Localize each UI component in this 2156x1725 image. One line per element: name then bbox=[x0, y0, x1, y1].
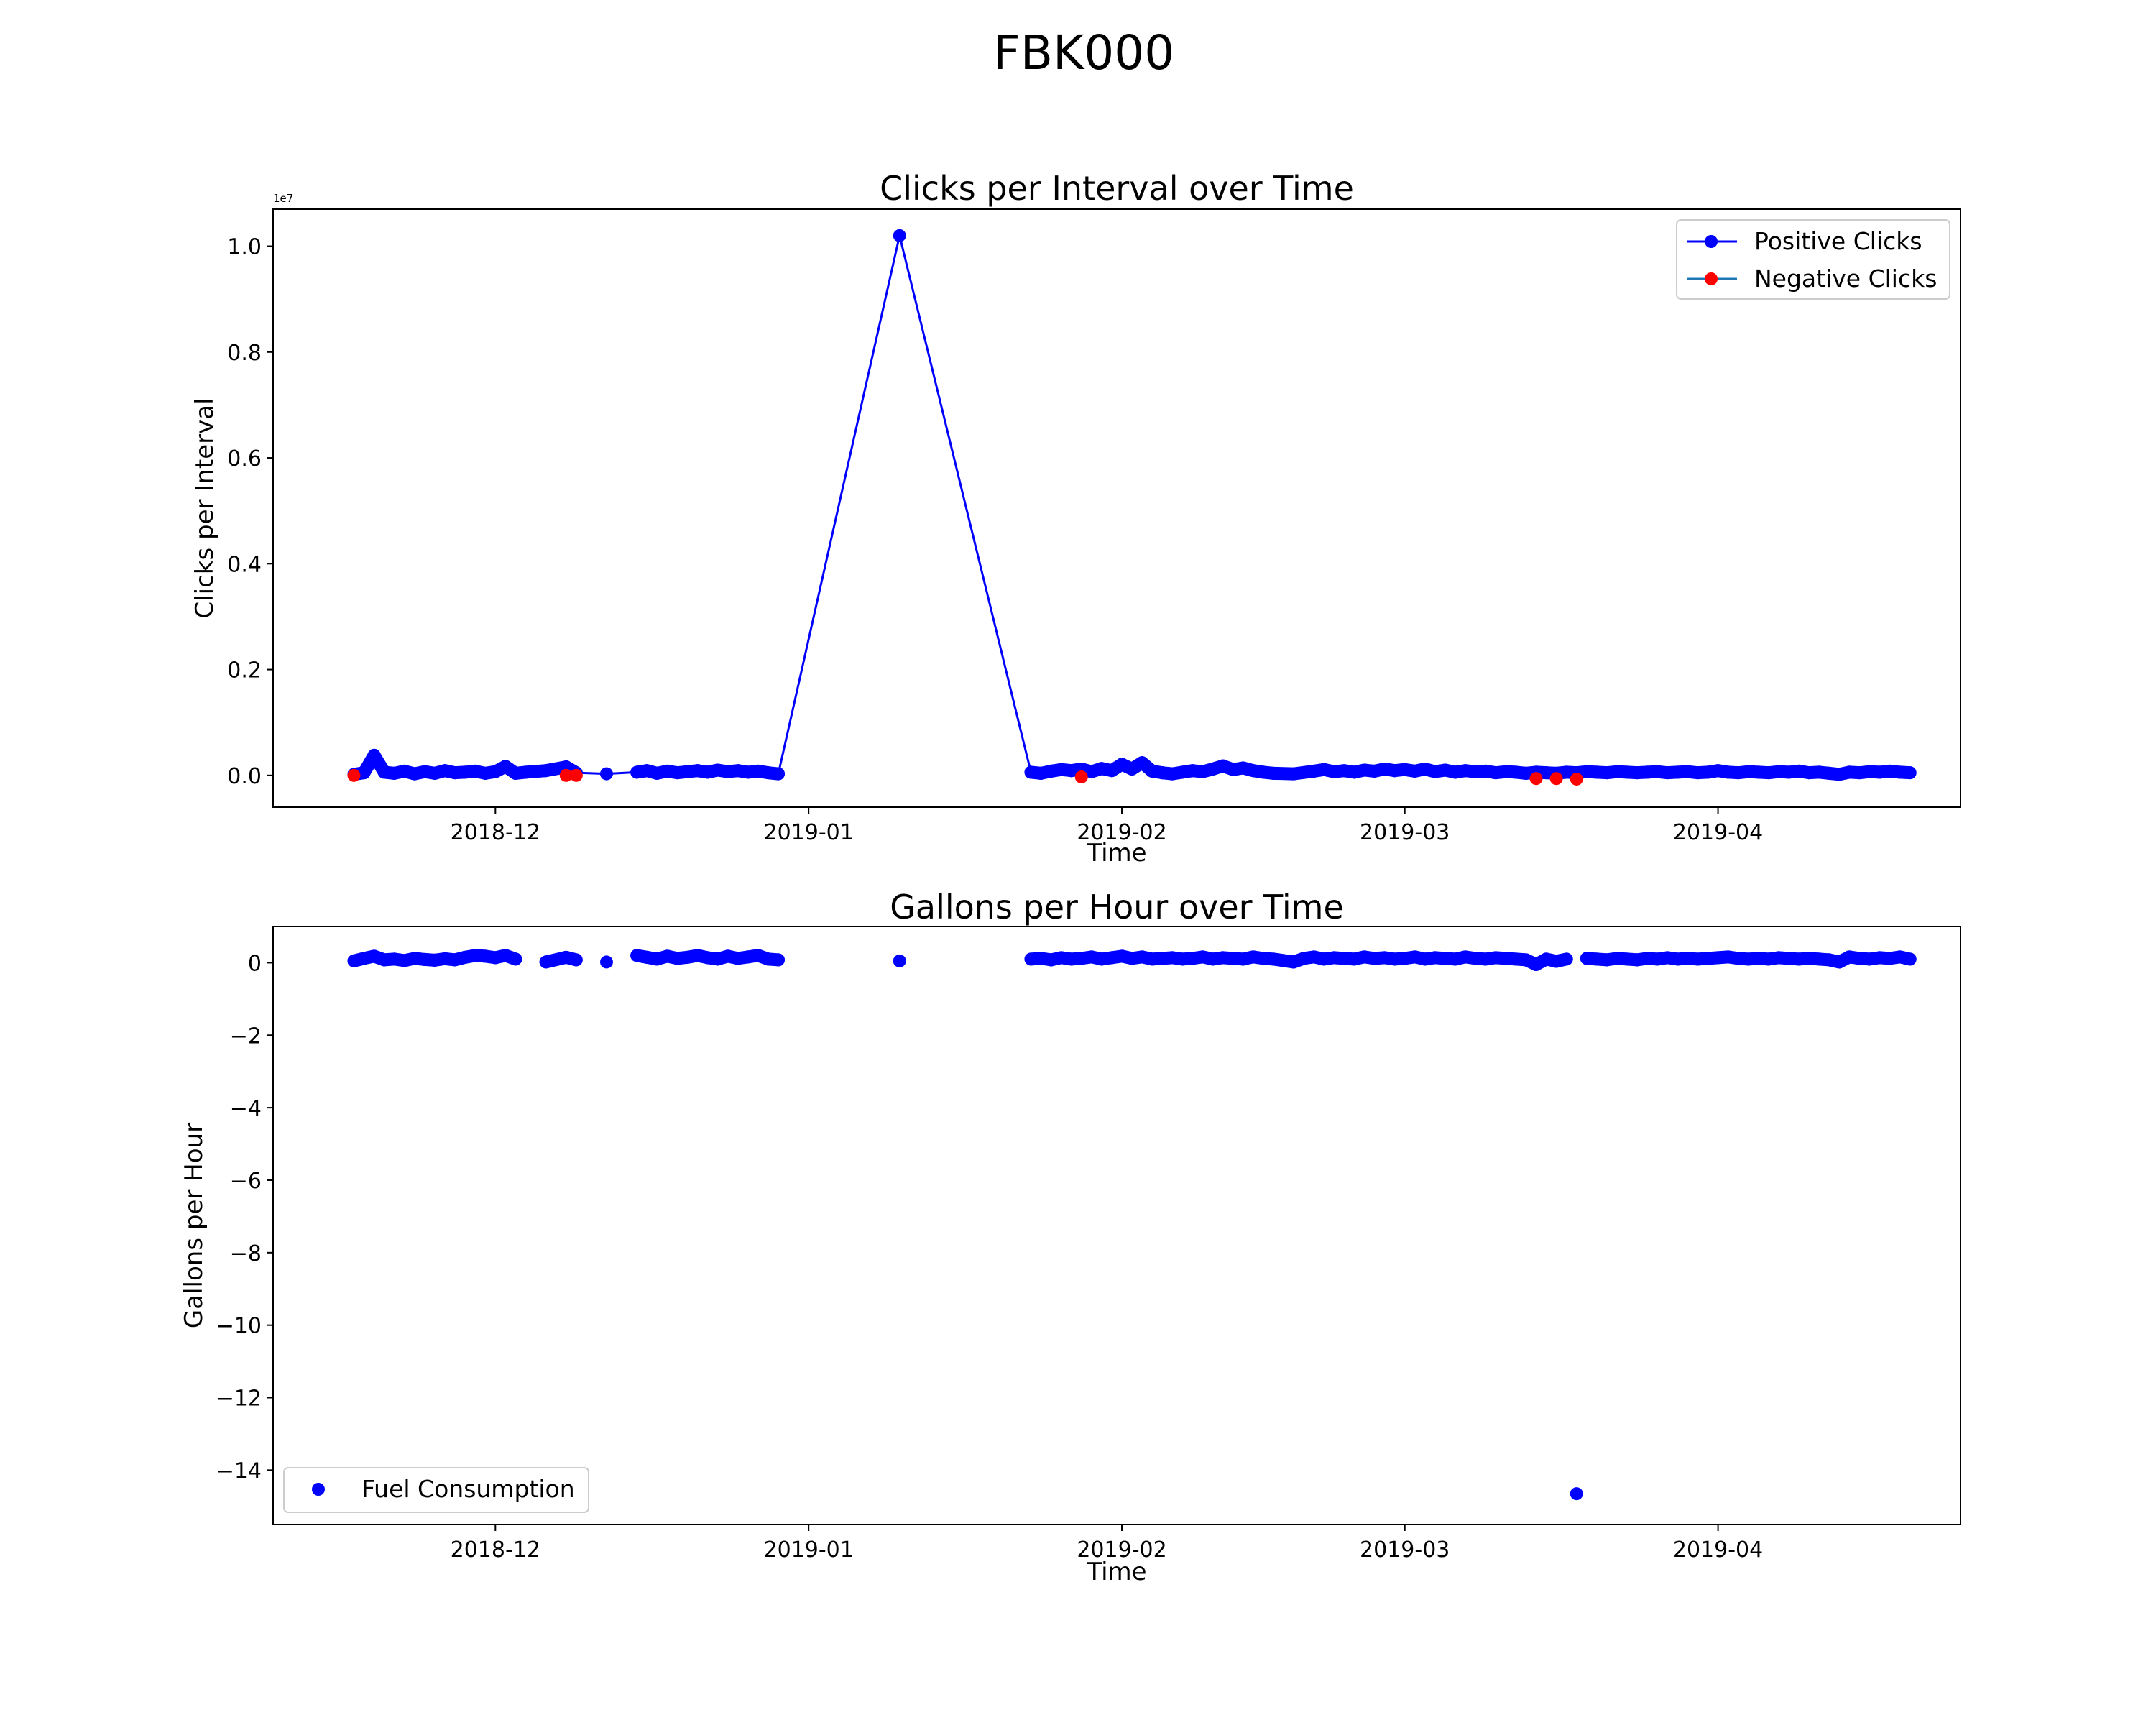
series-negative-clicks bbox=[347, 768, 1583, 786]
data-point-cluster bbox=[1893, 765, 1917, 780]
y-tick-label: 0.6 bbox=[227, 446, 262, 472]
legend-box bbox=[1676, 219, 1950, 300]
y-tick-label: −4 bbox=[230, 1096, 262, 1121]
x-tick-label: 2018-12 bbox=[451, 1537, 540, 1563]
y-tick-label: −6 bbox=[230, 1169, 262, 1194]
y-tick-label: −12 bbox=[216, 1386, 262, 1412]
x-tick-label: 2019-02 bbox=[1077, 820, 1166, 845]
x-tick-label: 2019-03 bbox=[1360, 820, 1450, 845]
y-tick-label: −2 bbox=[230, 1024, 262, 1049]
y-tick-label: −14 bbox=[216, 1458, 262, 1484]
series-fuel-consumption bbox=[347, 949, 1917, 1501]
x-tick-label: 2018-12 bbox=[451, 820, 540, 845]
clicks-chart: Clicks per Interval over Time Time Clicks … bbox=[190, 169, 1961, 868]
data-point bbox=[1570, 1487, 1583, 1501]
data-point bbox=[1529, 772, 1543, 786]
y-tick-label: 0.8 bbox=[227, 341, 262, 366]
y-axis-label: Clicks per Interval bbox=[190, 397, 219, 618]
legend-box bbox=[283, 1467, 589, 1513]
data-point bbox=[1074, 770, 1088, 784]
x-tick-label: 2019-03 bbox=[1360, 1537, 1450, 1563]
data-point-cluster bbox=[761, 952, 785, 967]
data-point-cluster bbox=[499, 949, 522, 966]
x-tick-label: 2019-01 bbox=[763, 1537, 853, 1563]
legend-marker bbox=[1705, 272, 1718, 285]
plot-frame bbox=[272, 208, 1961, 808]
y-tick-label: 0.4 bbox=[227, 552, 262, 577]
data-point bbox=[347, 768, 361, 782]
data-point bbox=[893, 954, 906, 967]
data-point-cluster bbox=[1549, 952, 1573, 968]
y-tick-label: −8 bbox=[230, 1241, 262, 1266]
legend-label: Negative Clicks bbox=[1754, 264, 1937, 293]
data-point bbox=[599, 767, 613, 781]
x-axis-label: Time bbox=[1086, 1558, 1146, 1586]
gallons-chart: Gallons per Hour over Time Time Gallons pe… bbox=[180, 888, 1961, 1586]
y-tick-label: 1.0 bbox=[227, 235, 262, 260]
data-point-cluster bbox=[559, 950, 583, 967]
series-positive-clicks bbox=[347, 229, 1917, 781]
legend-marker bbox=[1705, 235, 1718, 248]
data-point bbox=[599, 955, 613, 969]
data-point bbox=[1549, 772, 1563, 786]
legend-label: Fuel Consumption bbox=[361, 1475, 575, 1503]
plot-frame bbox=[272, 926, 1961, 1525]
x-axis-label: Time bbox=[1086, 839, 1146, 868]
y-offset-text: 1e7 bbox=[273, 192, 293, 205]
y-tick-label: −10 bbox=[216, 1314, 262, 1339]
y-axis-label: Gallons per Hour bbox=[180, 1123, 208, 1328]
figure-title: FBK000 bbox=[993, 25, 1175, 80]
x-tick-label: 2019-04 bbox=[1673, 1537, 1763, 1563]
data-point-cluster bbox=[1893, 950, 1917, 966]
legend: Fuel Consumption bbox=[283, 1467, 589, 1513]
chart-title: Clicks per Interval over Time bbox=[880, 169, 1354, 208]
data-point bbox=[1570, 772, 1583, 786]
x-tick-label: 2019-02 bbox=[1077, 1537, 1166, 1563]
y-tick-label: 0 bbox=[248, 951, 262, 976]
legend-marker bbox=[312, 1483, 325, 1496]
data-point bbox=[559, 768, 573, 782]
legend-label: Positive Clicks bbox=[1754, 227, 1922, 255]
data-point bbox=[569, 768, 583, 782]
x-tick-label: 2019-04 bbox=[1673, 820, 1763, 845]
y-tick-label: 0.2 bbox=[227, 658, 262, 684]
data-point bbox=[893, 229, 906, 242]
legend: Positive Clicks Negative Clicks bbox=[1676, 219, 1950, 300]
x-tick-label: 2019-01 bbox=[763, 820, 853, 845]
y-tick-label: 0.0 bbox=[227, 764, 262, 789]
chart-title: Gallons per Hour over Time bbox=[890, 888, 1344, 926]
